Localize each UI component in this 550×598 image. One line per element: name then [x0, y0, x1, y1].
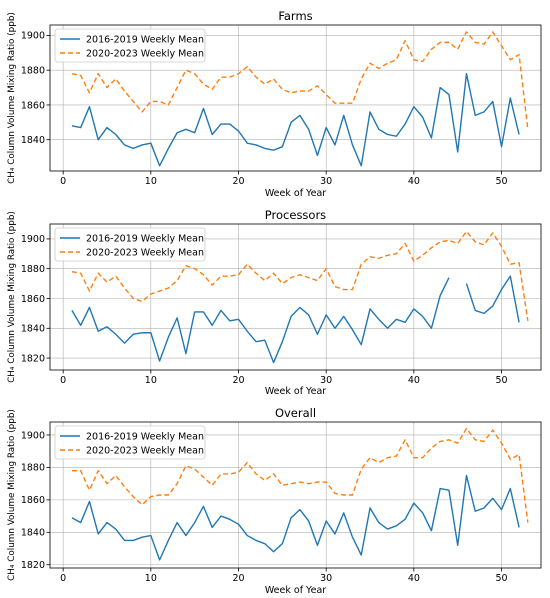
chart-title: Farms: [278, 9, 312, 23]
axes-frame: [49, 223, 542, 371]
x-tick-label: 40: [408, 176, 420, 187]
x-tick-label: 10: [145, 176, 157, 187]
y-tick-label: 1840: [21, 135, 45, 146]
x-tick-label: 40: [408, 573, 420, 584]
legend-label-0: 2016-2019 Weekly Mean: [86, 34, 204, 45]
legend-label-1: 2020-2023 Weekly Mean: [86, 445, 204, 456]
x-axis-label: Week of Year: [265, 386, 326, 397]
y-axis-label: CH₄ Column Volume Mixing Ratio (ppb): [7, 12, 17, 184]
y-tick-label: 1900: [21, 31, 45, 42]
x-tick-label: 20: [232, 573, 244, 584]
series-line-0: [71, 72, 520, 167]
chart-title: Processors: [265, 208, 326, 222]
legend-box: [54, 227, 206, 262]
y-tick-label: 1880: [21, 65, 45, 76]
legend-label-0: 2016-2019 Weekly Mean: [86, 431, 204, 442]
chart-panel-1: 0 10 20 30 40 50 1820 1840 1860 1880 1900 Processor…: [7, 208, 542, 397]
x-tick-label: 50: [495, 176, 507, 187]
x-tick-label: 20: [232, 176, 244, 187]
x-tick-label: 10: [145, 573, 157, 584]
x-tick-label: 20: [232, 375, 244, 386]
legend-label-1: 2020-2023 Weekly Mean: [86, 247, 204, 258]
axes-frame: [49, 421, 542, 569]
series-line-0: [71, 474, 520, 561]
legend-box: [54, 28, 206, 63]
series-line-1: [71, 427, 529, 523]
y-tick-label: 1860: [21, 294, 45, 305]
x-tick-label: 50: [495, 573, 507, 584]
x-tick-label: 0: [60, 176, 66, 187]
chart-panel-0: 0 10 20 30 40 50 1840 1860 1880 1900 Farms Week of …: [7, 9, 542, 199]
grid: [50, 25, 541, 171]
y-tick-label: 1900: [21, 234, 45, 245]
x-tick-label: 30: [320, 375, 332, 386]
x-axis-label: Week of Year: [265, 585, 326, 596]
x-tick-label: 30: [320, 573, 332, 584]
x-axis-label: Week of Year: [265, 188, 326, 199]
chart-panel-2: 0 10 20 30 40 50 1820 1840 1860 1880 1900 Overall We…: [7, 406, 542, 596]
y-tick-label: 1820: [21, 353, 45, 364]
series-line-1: [71, 31, 529, 130]
legend: 2016-2019 Weekly Mean 2020-2023 Weekly Me…: [54, 425, 206, 460]
legend-label-1: 2020-2023 Weekly Mean: [86, 48, 204, 59]
legend-box: [54, 425, 206, 460]
x-tick-label: 0: [60, 375, 66, 386]
y-tick-label: 1860: [21, 495, 45, 506]
y-tick-label: 1840: [21, 324, 45, 335]
axes-frame: [49, 24, 542, 172]
y-tick-label: 1840: [21, 528, 45, 539]
y-tick-label: 1900: [21, 430, 45, 441]
x-tick-label: 0: [60, 573, 66, 584]
y-tick-label: 1860: [21, 100, 45, 111]
y-tick-label: 1880: [21, 463, 45, 474]
y-axis-label: CH₄ Column Volume Mixing Ratio (ppb): [7, 409, 17, 581]
x-tick-label: 10: [145, 375, 157, 386]
legend: 2016-2019 Weekly Mean 2020-2023 Weekly Me…: [54, 227, 206, 262]
legend-label-0: 2016-2019 Weekly Mean: [86, 233, 204, 244]
x-tick-label: 40: [408, 375, 420, 386]
y-tick-label: 1820: [21, 560, 45, 571]
y-tick-label: 1880: [21, 264, 45, 275]
legend: 2016-2019 Weekly Mean 2020-2023 Weekly Me…: [54, 28, 206, 63]
series-line-0: [71, 275, 520, 364]
x-tick-label: 50: [495, 375, 507, 386]
x-tick-label: 30: [320, 176, 332, 187]
series-line-1: [71, 230, 529, 321]
y-axis-label: CH₄ Column Volume Mixing Ratio (ppb): [7, 211, 17, 383]
chart-title: Overall: [275, 406, 316, 420]
